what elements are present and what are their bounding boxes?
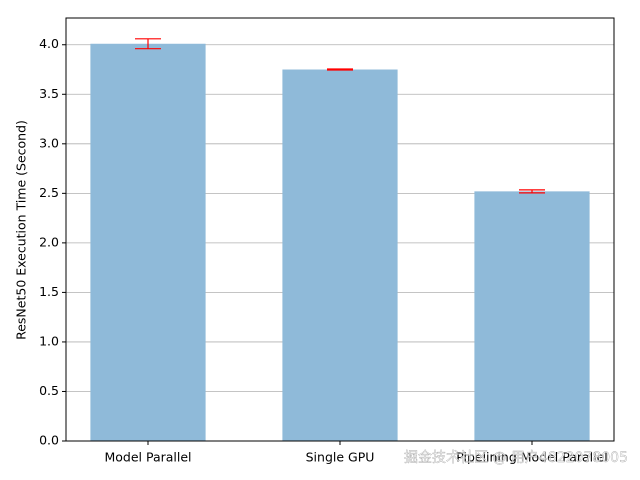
y-tick-label: 1.0 — [39, 333, 59, 348]
y-axis-label: ResNet50 Execution Time (Second) — [14, 120, 29, 340]
x-tick-label: Pipelining Model Parallel — [456, 450, 608, 465]
y-tick-label: 4.0 — [39, 36, 59, 51]
x-tick-label: Model Parallel — [104, 450, 191, 465]
y-tick-label: 3.5 — [39, 86, 59, 101]
error-bar — [519, 189, 545, 194]
y-tick-label: 3.0 — [39, 135, 59, 150]
error-bar — [135, 38, 161, 50]
y-tick-label: 0.5 — [39, 383, 59, 398]
bar — [282, 69, 398, 441]
bar — [90, 43, 206, 441]
watermark: 掘金技术社区 @ 用户4822078005 — [404, 449, 628, 466]
bar — [474, 191, 590, 441]
x-tick-label: Single GPU — [306, 450, 375, 465]
y-tick-label: 2.5 — [39, 185, 59, 200]
y-tick-label: 2.0 — [39, 234, 59, 249]
y-tick-label: 0.0 — [39, 433, 59, 448]
plot-frame — [65, 17, 615, 442]
y-tick-label: 1.5 — [39, 284, 59, 299]
error-bar — [327, 68, 353, 71]
